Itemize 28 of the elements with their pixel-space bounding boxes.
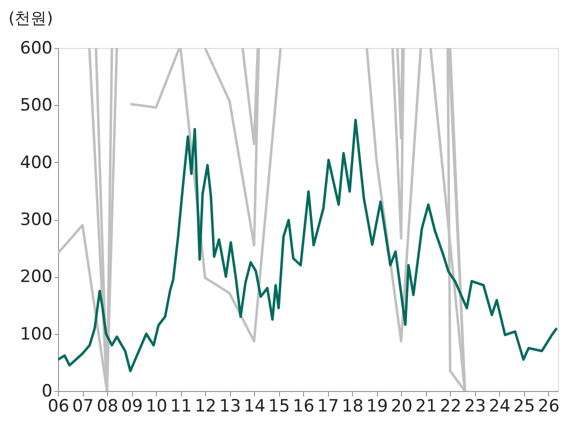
x-tick-label: 20: [390, 396, 412, 416]
y-tick-label: 100: [20, 324, 52, 344]
y-tick-label: 500: [20, 96, 52, 116]
x-tick-label: 06: [48, 396, 70, 416]
x-tick-label: 16: [292, 396, 314, 416]
x-tick-label: 13: [219, 396, 241, 416]
x-tick-label: 07: [72, 396, 94, 416]
x-tick-label: 24: [488, 396, 510, 416]
x-tick-label: 14: [244, 396, 266, 416]
x-tick-label: 21: [415, 396, 437, 416]
x-tick-label: 10: [146, 396, 168, 416]
y-tick-label: 600: [20, 38, 52, 58]
x-tick-label: 22: [440, 396, 462, 416]
x-tick-label: 08: [96, 396, 118, 416]
x-tick-label: 12: [194, 396, 216, 416]
y-axis-title: (천원): [8, 8, 53, 28]
x-tick-label: 26: [538, 396, 560, 416]
y-tick-label: 400: [20, 152, 52, 173]
x-tick-label: 11: [170, 396, 192, 416]
x-tick-label: 19: [366, 396, 388, 416]
x-tick-label: 25: [513, 396, 536, 416]
x-tick-label: 15: [268, 396, 290, 416]
x-tick-label: 17: [317, 396, 339, 416]
x-tick-label: 23: [464, 396, 486, 416]
y-tick-label: 300: [20, 210, 52, 230]
x-tick-label: 09: [121, 396, 143, 416]
y-tick-label: 200: [20, 267, 52, 288]
x-tick-label: 18: [342, 396, 364, 416]
